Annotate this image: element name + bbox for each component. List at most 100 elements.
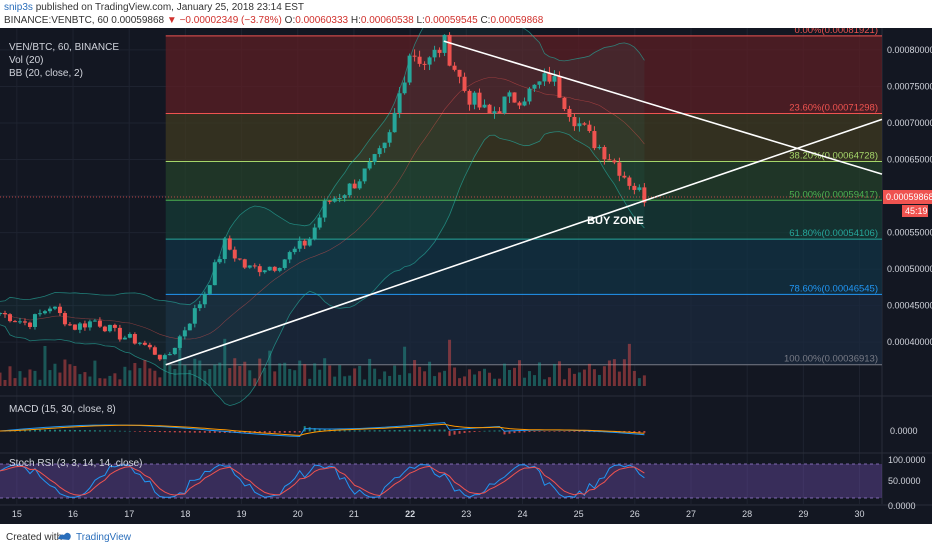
volume-bar [163, 360, 167, 386]
macd-histogram-bar [428, 429, 431, 432]
volume-bar [443, 370, 447, 386]
macd-histogram-bar [268, 431, 271, 433]
macd-histogram-bar [78, 430, 81, 432]
stoch-rsi-legend[interactable]: Stoch RSI (3, 3, 14, 14, close) [9, 458, 143, 469]
macd-histogram-bar [143, 431, 146, 432]
candle-body [417, 56, 422, 64]
volume-bar [542, 379, 546, 386]
fib-level-label: 0.00%(0.00081921) [795, 28, 878, 36]
tradingview-logo-icon [58, 532, 71, 540]
volume-bar [383, 371, 387, 386]
candle-body [497, 111, 502, 114]
volume-bar [557, 361, 561, 386]
time-axis-tick: 20 [293, 509, 303, 519]
candle-body [12, 321, 17, 323]
volume-bar [223, 338, 227, 386]
volume-bar [448, 339, 452, 386]
candle-body [0, 313, 2, 315]
volume-bar [503, 363, 507, 386]
candle-body [337, 197, 342, 199]
volume-bar [333, 376, 337, 386]
open-value: 0.00060333 [295, 15, 349, 26]
price-axis-tick: 0.00070000 [887, 118, 932, 128]
symbol-legend: VEN/BTC, 60, BINANCE [9, 42, 120, 53]
macd-histogram-bar [448, 431, 451, 436]
candle-body [422, 63, 427, 65]
macd-histogram-bar [508, 431, 511, 434]
macd-histogram-bar [358, 430, 361, 432]
macd-histogram-bar [53, 429, 56, 432]
macd-histogram-bar [163, 431, 166, 433]
candle-body [132, 334, 137, 344]
macd-histogram-bar [338, 430, 341, 432]
volume-bar [118, 379, 122, 386]
macd-histogram-bar [438, 429, 441, 432]
candle-body [232, 249, 237, 259]
macd-histogram-bar [133, 431, 136, 432]
author-link[interactable]: snip3s [4, 2, 33, 13]
macd-histogram-bar [58, 429, 61, 432]
candle-body [52, 306, 57, 309]
candle-body [247, 265, 252, 268]
chart-area[interactable]: 0.00%(0.00081921) 23.60%(0.00071298) 38.20… [0, 0, 932, 524]
volume-legend[interactable]: Vol (20) [9, 55, 44, 66]
macd-histogram-bar [583, 431, 586, 432]
candle-body [472, 92, 477, 105]
macd-legend[interactable]: MACD (15, 30, close, 8) [9, 404, 116, 415]
candle-body [182, 330, 187, 337]
volume-bar [458, 378, 462, 386]
time-axis-tick: 26 [630, 509, 640, 519]
fib-level-label: 78.60%(0.00046545) [789, 283, 878, 294]
stoch-axis-tick: 0.0000 [888, 501, 916, 511]
price-axis-tick: 0.00080000 [887, 45, 932, 55]
volume-bar [88, 376, 92, 386]
candle-body [177, 336, 182, 348]
macd-histogram-bar [568, 431, 571, 432]
volume-bar [0, 372, 2, 386]
macd-histogram-bar [363, 430, 366, 432]
bollinger-legend[interactable]: BB (20, close, 2) [9, 68, 83, 79]
volume-bar [153, 370, 157, 386]
fib-level-label: 50.00%(0.00059417) [789, 189, 878, 200]
time-axis-tick: 24 [517, 509, 527, 519]
macd-histogram-bar [503, 431, 506, 435]
candle-body [347, 183, 352, 196]
last-price-tag [883, 190, 932, 205]
volume-bar [373, 368, 377, 386]
chart-svg[interactable]: 0.00%(0.00081921) 23.60%(0.00071298) 38.20… [0, 0, 932, 524]
volume-bar [248, 370, 252, 386]
candle-body [157, 354, 162, 360]
volume-bar [488, 372, 492, 386]
candle-body [567, 108, 572, 117]
candle-body [72, 324, 77, 330]
volume-bar [83, 372, 87, 386]
tradingview-brand[interactable]: TradingView [76, 532, 132, 543]
volume-bar [33, 370, 37, 386]
candle-body [637, 187, 642, 190]
macd-histogram-bar [293, 431, 296, 433]
volume-bar [493, 378, 497, 386]
candle-body [22, 321, 27, 323]
macd-histogram-bar [113, 430, 116, 432]
macd-histogram-bar [513, 431, 516, 434]
macd-histogram-bar [123, 430, 126, 432]
macd-histogram-bar [348, 430, 351, 432]
open-label: O: [284, 15, 296, 26]
volume-bar [572, 373, 576, 386]
macd-histogram-bar [458, 431, 461, 434]
macd-histogram-bar [103, 430, 106, 432]
bollinger-basis [0, 77, 645, 340]
candle-body [547, 73, 552, 82]
macd-histogram-bar [538, 431, 541, 432]
macd-histogram-bar [308, 427, 311, 432]
candle-body [37, 313, 42, 315]
macd-histogram-bar [83, 430, 86, 432]
macd-histogram-bar [563, 431, 566, 432]
volume-bar [243, 361, 247, 386]
macd-histogram-bar [643, 431, 646, 433]
volume-bar [108, 375, 112, 386]
volume-bar [348, 375, 352, 386]
macd-histogram-bar [258, 431, 261, 433]
high-value: 0.00060538 [360, 15, 414, 26]
candle-body [447, 34, 452, 66]
